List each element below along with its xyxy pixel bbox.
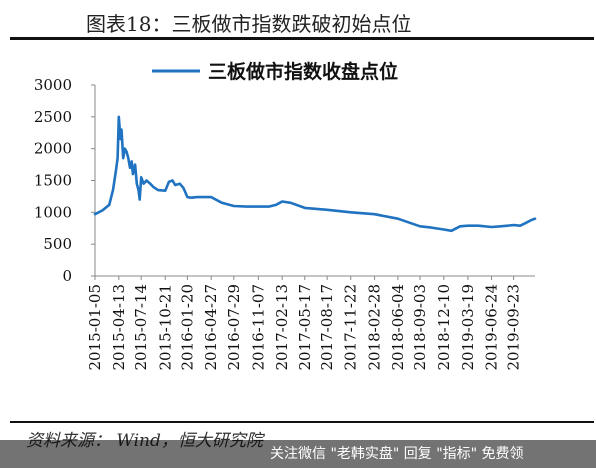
x-tick-label: 2015-04-13 xyxy=(110,284,128,370)
line-chart: 三板做市指数收盘点位 0 500 1000 1500 2000 2500 3000 2015… xyxy=(34,60,537,370)
y-axis-ticks: 0 500 1000 1500 2000 2500 3000 xyxy=(34,76,95,285)
x-tick-label: 2017-08-17 xyxy=(318,284,336,370)
footer-text: 关注微信 "老韩实盘" 回复 "指标" 免费领 xyxy=(270,446,524,462)
y-tick-label: 3000 xyxy=(34,76,72,94)
x-tick-label: 2019-03-19 xyxy=(459,284,477,370)
legend: 三板做市指数收盘点位 xyxy=(152,60,398,83)
legend-label: 三板做市指数收盘点位 xyxy=(208,60,398,83)
series-line xyxy=(93,115,537,233)
x-tick-label: 2015-10-21 xyxy=(156,284,174,370)
y-tick-label: 0 xyxy=(62,267,72,285)
y-tick-label: 1000 xyxy=(34,203,72,221)
x-tick-label: 2015-07-14 xyxy=(132,284,150,370)
x-tick-label: 2018-09-03 xyxy=(411,284,429,370)
y-tick-label: 2500 xyxy=(34,108,72,126)
y-tick-label: 1500 xyxy=(34,172,72,190)
x-tick-label: 2019-06-24 xyxy=(482,284,500,370)
x-tick-label: 2018-02-28 xyxy=(366,284,384,370)
x-tick-label: 2017-11-22 xyxy=(342,284,360,370)
x-tick-label: 2018-06-04 xyxy=(389,284,407,370)
series-group xyxy=(93,115,537,233)
x-tick-label: 2016-04-27 xyxy=(202,284,220,370)
figure-title: 图表18：三板做市指数跌破初始点位 xyxy=(86,12,412,36)
x-tick-label: 2016-01-20 xyxy=(178,284,196,370)
y-tick-label: 2000 xyxy=(34,140,72,158)
bottom-rule xyxy=(10,421,594,423)
x-tick-label: 2019-09-23 xyxy=(505,284,523,370)
y-tick-label: 500 xyxy=(43,235,72,253)
x-tick-label: 2017-05-17 xyxy=(296,284,314,370)
x-tick-label: 2015-01-05 xyxy=(86,284,104,370)
footer-bar xyxy=(0,440,596,468)
title-rule xyxy=(10,37,594,40)
x-tick-label: 2018-12-10 xyxy=(435,284,453,370)
x-axis-ticks: 2015-01-05 2015-04-13 2015-07-14 2015-10-21… xyxy=(86,276,523,370)
x-tick-label: 2017-02-13 xyxy=(273,284,291,370)
x-tick-label: 2016-11-07 xyxy=(249,284,267,370)
x-tick-label: 2016-07-29 xyxy=(225,284,243,370)
axes xyxy=(94,85,535,277)
